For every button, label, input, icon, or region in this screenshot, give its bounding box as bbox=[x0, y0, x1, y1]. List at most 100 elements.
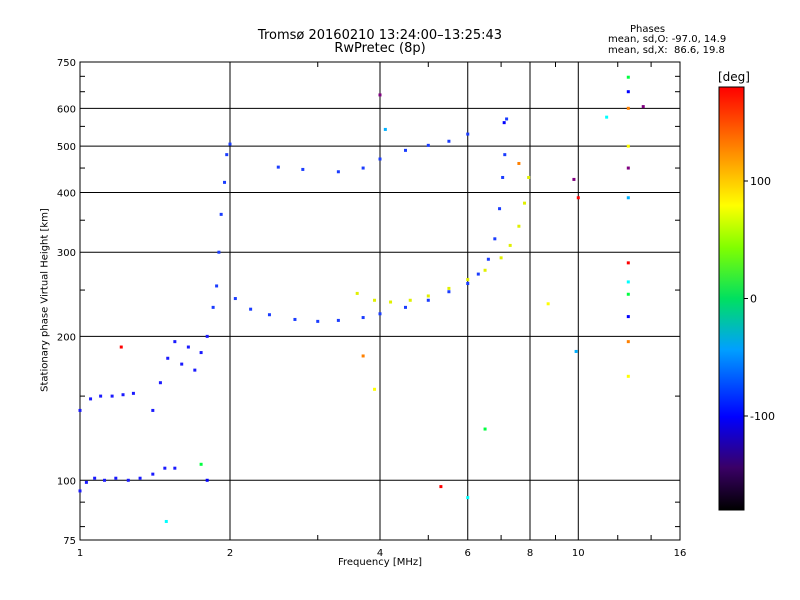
data-point bbox=[78, 408, 82, 412]
data-point bbox=[193, 368, 197, 372]
data-point bbox=[89, 397, 93, 401]
data-point bbox=[572, 177, 576, 181]
data-point bbox=[626, 75, 630, 79]
data-point bbox=[466, 282, 470, 286]
y-axis-label: Stationary phase Virtual Height [km] bbox=[39, 208, 51, 392]
chart-subtitle: RwPretec (8p) bbox=[334, 41, 426, 56]
data-point bbox=[114, 476, 118, 480]
y-tick-label: 100 bbox=[57, 476, 76, 487]
colorbar-ticks: 100 0 -100 bbox=[744, 175, 775, 423]
data-point bbox=[151, 408, 155, 412]
data-point bbox=[626, 261, 630, 265]
data-point bbox=[476, 272, 480, 276]
y-tick-label: 750 bbox=[57, 58, 76, 69]
data-point bbox=[447, 290, 451, 294]
data-point bbox=[517, 161, 521, 165]
phase-stats-o: mean, sd,O: -97.0, 14.9 bbox=[608, 34, 727, 45]
data-point bbox=[110, 394, 114, 398]
data-point bbox=[378, 157, 382, 161]
data-point bbox=[355, 291, 359, 295]
data-point bbox=[373, 387, 377, 391]
data-point bbox=[205, 478, 209, 482]
x-tick-label: 10 bbox=[572, 548, 585, 559]
data-point bbox=[501, 175, 505, 179]
data-point bbox=[223, 180, 227, 184]
data-point bbox=[389, 300, 393, 304]
y-tick-label: 500 bbox=[57, 142, 76, 153]
data-point bbox=[373, 298, 377, 302]
data-point bbox=[605, 115, 609, 119]
data-point bbox=[211, 305, 215, 309]
phase-stats-title: Phases bbox=[630, 24, 666, 35]
x-tick-label: 6 bbox=[465, 548, 471, 559]
data-point bbox=[336, 170, 340, 174]
data-point bbox=[626, 196, 630, 200]
data-point bbox=[626, 374, 630, 378]
data-point bbox=[503, 153, 507, 157]
data-point bbox=[466, 132, 470, 136]
data-point bbox=[276, 165, 280, 169]
data-point bbox=[205, 334, 209, 338]
data-point bbox=[361, 316, 365, 320]
y-tick-label: 400 bbox=[57, 188, 76, 199]
data-point bbox=[426, 298, 430, 302]
data-point bbox=[121, 393, 125, 397]
data-point bbox=[626, 315, 630, 319]
x-tick-label: 2 bbox=[227, 548, 233, 559]
colorbar-tick-label: -100 bbox=[750, 410, 775, 423]
colorbar-tick-label: 0 bbox=[750, 293, 757, 306]
data-point bbox=[483, 427, 487, 431]
data-point bbox=[361, 354, 365, 358]
data-point bbox=[173, 466, 177, 470]
data-point bbox=[626, 292, 630, 296]
data-point bbox=[166, 356, 170, 360]
data-point bbox=[126, 478, 130, 482]
grid-lines bbox=[80, 62, 680, 540]
data-point bbox=[119, 345, 123, 349]
data-point bbox=[316, 319, 320, 323]
data-point bbox=[574, 349, 578, 353]
data-point bbox=[493, 237, 497, 241]
data-point bbox=[164, 519, 168, 523]
data-point bbox=[378, 312, 382, 316]
data-point bbox=[199, 462, 203, 466]
phase-colorbar bbox=[718, 86, 745, 511]
data-point bbox=[576, 196, 580, 200]
data-point bbox=[483, 268, 487, 272]
data-point bbox=[93, 476, 97, 480]
x-axis-label: Frequency [MHz] bbox=[337, 557, 423, 568]
data-point bbox=[173, 340, 177, 344]
data-point bbox=[546, 302, 550, 306]
data-point bbox=[138, 476, 142, 480]
data-point bbox=[163, 466, 167, 470]
data-point bbox=[228, 142, 232, 146]
data-point bbox=[499, 256, 503, 260]
data-point bbox=[249, 307, 253, 311]
data-point bbox=[626, 90, 630, 94]
data-point bbox=[78, 489, 82, 493]
data-point bbox=[523, 201, 527, 205]
chart-title: Tromsø 20160210 13:24:00–13:25:43 bbox=[257, 28, 503, 43]
data-point bbox=[84, 480, 88, 484]
data-point bbox=[158, 381, 162, 385]
data-point bbox=[626, 340, 630, 344]
data-point bbox=[626, 166, 630, 170]
x-tick-label: 4 bbox=[377, 548, 383, 559]
colorbar-tick-label: 100 bbox=[750, 175, 771, 188]
data-point bbox=[151, 472, 155, 476]
data-point bbox=[508, 243, 512, 247]
data-point bbox=[199, 351, 203, 355]
data-point bbox=[498, 207, 502, 211]
data-point bbox=[447, 139, 451, 143]
data-point bbox=[383, 127, 387, 131]
data-point bbox=[466, 496, 470, 500]
phase-stats-x: mean, sd,X: 86.6, 19.8 bbox=[608, 45, 725, 56]
x-tick-label: 1 bbox=[77, 548, 83, 559]
x-tick-label: 16 bbox=[674, 548, 687, 559]
data-point bbox=[131, 391, 135, 395]
data-point bbox=[626, 144, 630, 148]
data-point bbox=[447, 286, 451, 290]
data-point bbox=[267, 313, 271, 317]
data-points bbox=[78, 75, 645, 523]
